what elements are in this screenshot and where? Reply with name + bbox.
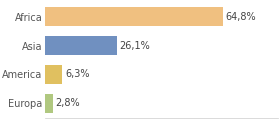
- Bar: [45, 36, 116, 55]
- Text: 64,8%: 64,8%: [225, 12, 256, 22]
- Bar: [45, 7, 223, 26]
- Bar: [45, 94, 53, 113]
- Bar: [45, 65, 62, 84]
- Text: 6,3%: 6,3%: [65, 69, 90, 79]
- Text: 26,1%: 26,1%: [119, 41, 150, 51]
- Text: 2,8%: 2,8%: [55, 98, 80, 108]
